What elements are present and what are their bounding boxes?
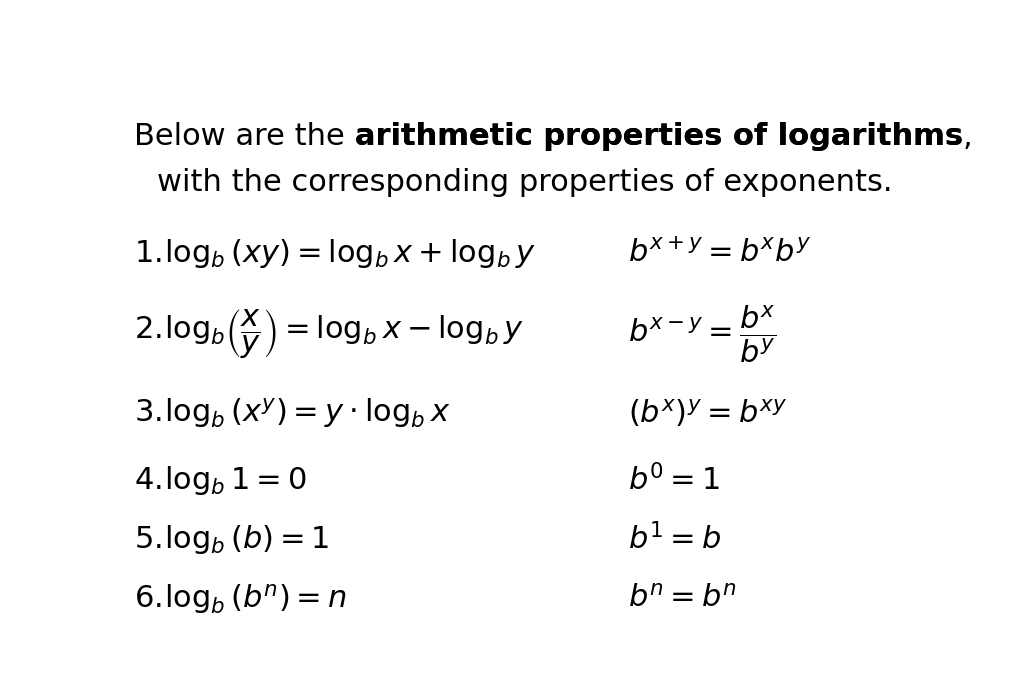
Text: $b^{x-y} = \dfrac{b^x}{b^y}$: $b^{x-y} = \dfrac{b^x}{b^y}$ (628, 304, 776, 365)
Text: $b^0 = 1$: $b^0 = 1$ (628, 464, 720, 496)
Text: $1.\!\log_b(xy) = \log_b x + \log_b y$: $1.\!\log_b(xy) = \log_b x + \log_b y$ (134, 237, 537, 270)
Text: ,: , (963, 122, 973, 150)
Text: $b^{x+y} = b^x b^y$: $b^{x+y} = b^x b^y$ (628, 239, 811, 268)
Text: $3.\!\log_b(x^y) = y \cdot \log_b x$: $3.\!\log_b(x^y) = y \cdot \log_b x$ (134, 395, 451, 430)
Text: $b^n = b^n$: $b^n = b^n$ (628, 584, 737, 613)
Text: $5.\!\log_b(b) = 1$: $5.\!\log_b(b) = 1$ (134, 523, 330, 556)
Text: arithmetic properties of logarithms: arithmetic properties of logarithms (355, 122, 963, 150)
Text: $4.\!\log_b 1 = 0$: $4.\!\log_b 1 = 0$ (134, 463, 307, 497)
Text: with the corresponding properties of exponents.: with the corresponding properties of exp… (157, 167, 893, 197)
Text: Below are the: Below are the (134, 122, 355, 150)
Text: $(b^x)^y = b^{xy}$: $(b^x)^y = b^{xy}$ (628, 397, 787, 429)
Text: arithmetic properties of logarithms: arithmetic properties of logarithms (355, 122, 963, 150)
Text: $6.\!\log_b(b^n) = n$: $6.\!\log_b(b^n) = n$ (134, 582, 347, 616)
Text: $b^1 = b$: $b^1 = b$ (628, 523, 721, 556)
Text: $2.\!\log_b \!\left(\dfrac{x}{y}\right) = \log_b x - \log_b y$: $2.\!\log_b \!\left(\dfrac{x}{y}\right) … (134, 308, 524, 361)
